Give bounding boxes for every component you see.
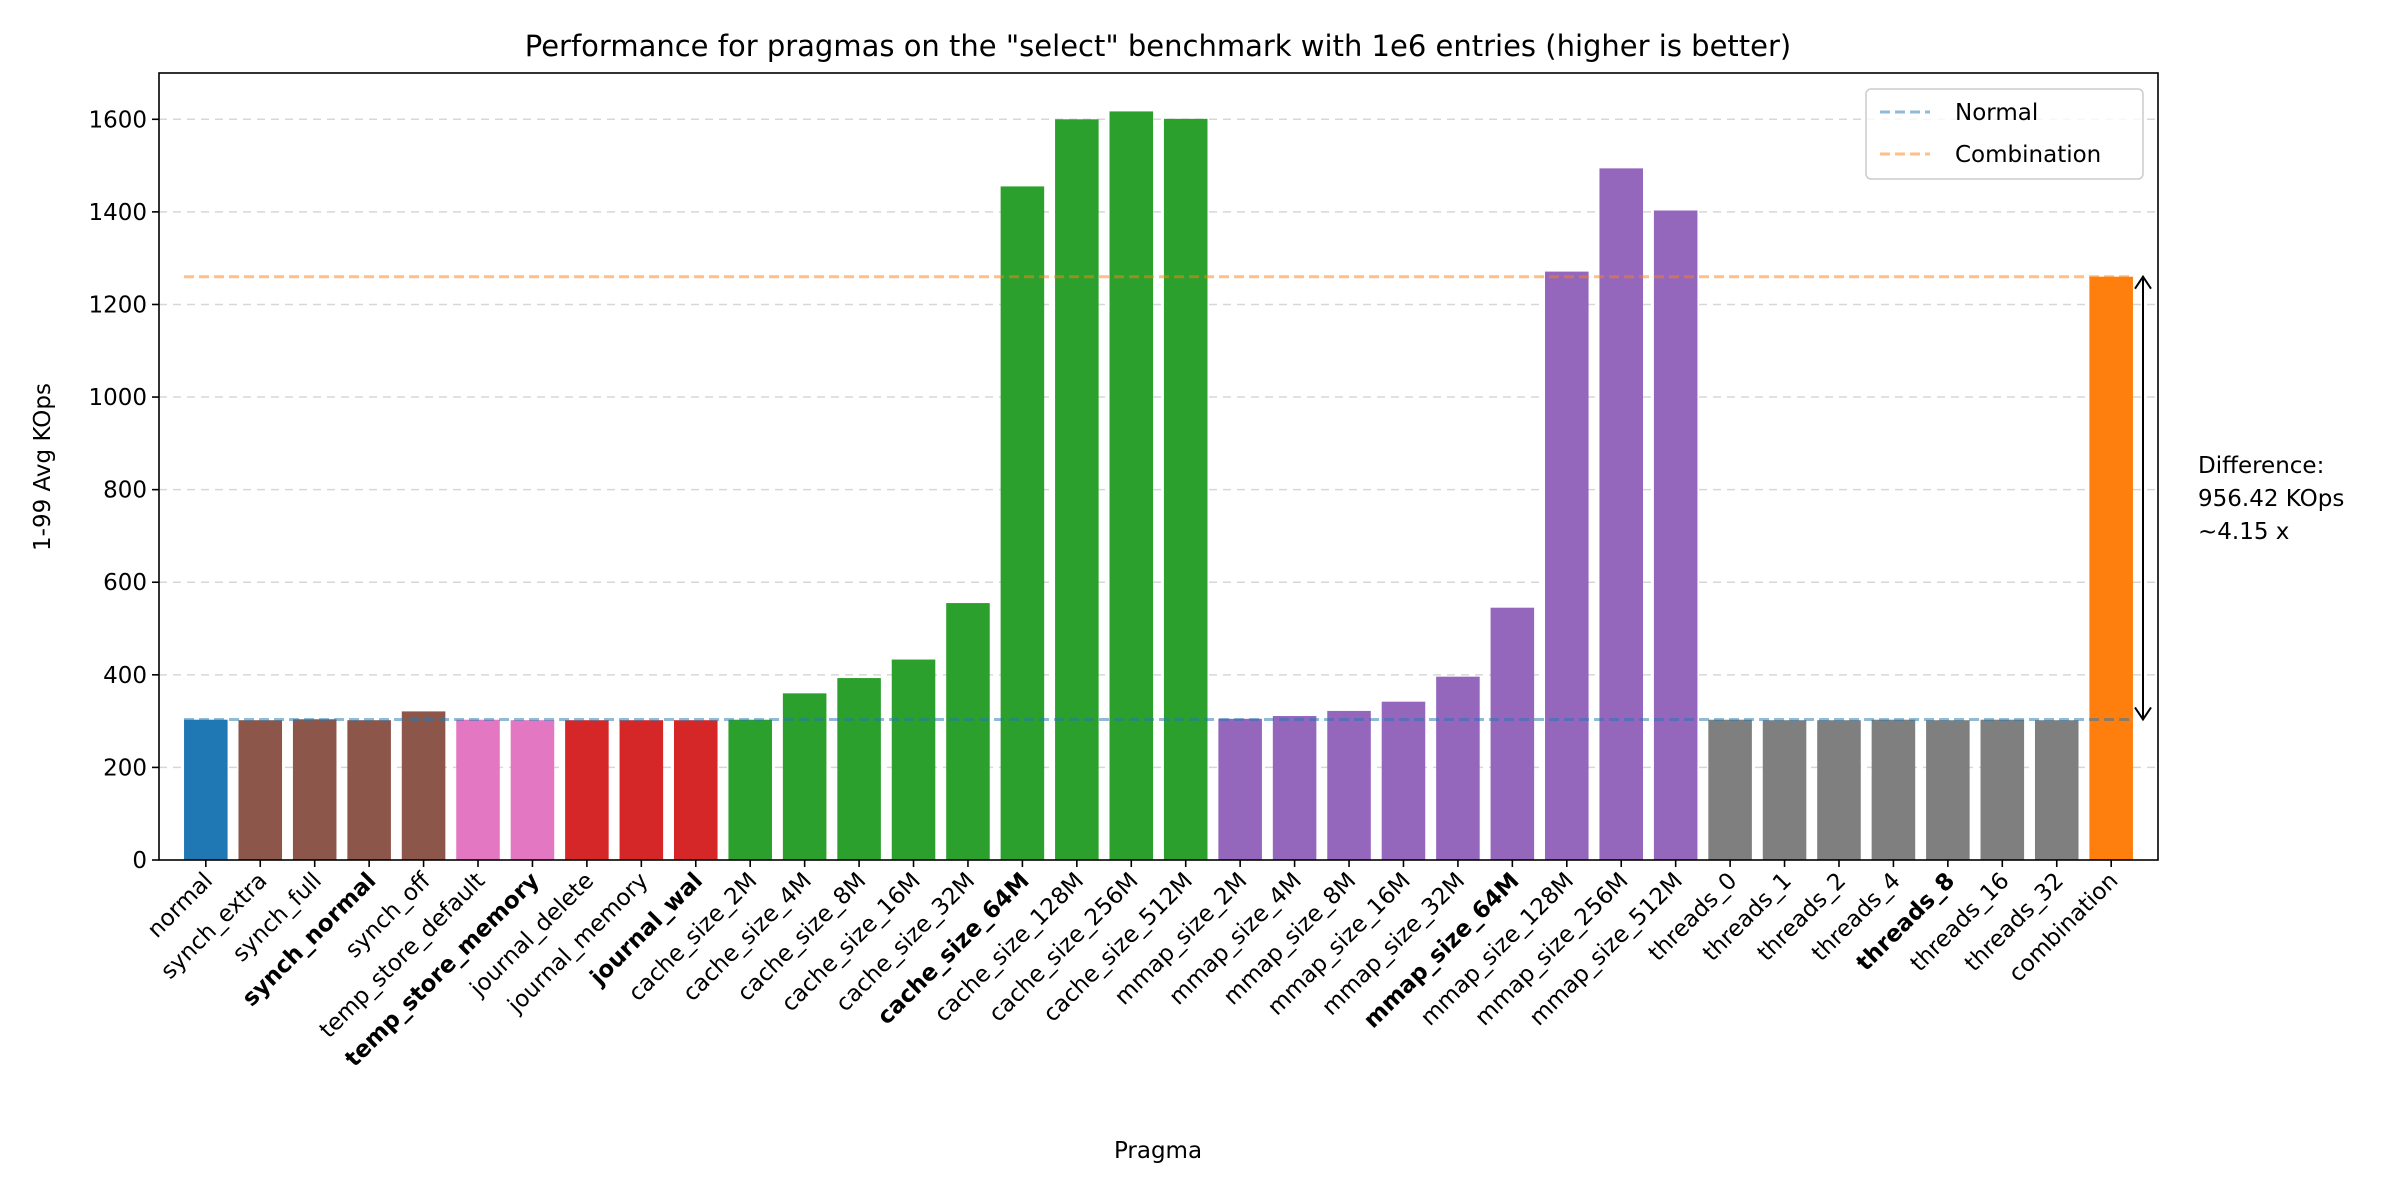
bar-journal_delete — [565, 720, 609, 860]
y-axis-label: 1-99 Avg KOps — [30, 383, 56, 551]
y-tick-label: 1600 — [88, 107, 147, 133]
y-tick-label: 200 — [103, 755, 147, 781]
bar-cache_size_64M — [1000, 186, 1045, 860]
grid-lines — [159, 118, 2158, 769]
difference-annotation: Difference: 956.42 KOps ~4.15 x — [2134, 274, 2344, 722]
bar-threads_2 — [1817, 720, 1861, 860]
plot-frame — [158, 72, 2159, 861]
bar-temp_store_default — [456, 719, 500, 860]
bar-cache_size_32M — [946, 603, 990, 860]
bar-threads_4 — [1871, 719, 1916, 860]
y-tick-label: 1200 — [88, 292, 147, 318]
bar-mmap_size_32M — [1436, 676, 1480, 860]
bar-synch_full — [292, 719, 337, 860]
legend: Normal Combination — [1865, 88, 2144, 180]
bar-mmap_size_2M — [1218, 718, 1262, 860]
y-tick-label: 400 — [103, 663, 147, 689]
arrow-head-down-icon — [2134, 706, 2152, 722]
bar-cache_size_16M — [891, 659, 936, 860]
bar-synch_normal — [347, 720, 391, 860]
y-tick-label: 1000 — [88, 385, 147, 411]
bar-cache_size_8M — [837, 678, 881, 860]
bars — [184, 111, 2133, 861]
bar-mmap_size_64M — [1490, 607, 1535, 860]
legend-normal-label: Normal — [1955, 100, 2038, 126]
bar-synch_off — [401, 711, 446, 860]
bar-threads_1 — [1762, 720, 1807, 860]
bar-journal_memory — [619, 720, 664, 860]
bar-cache_size_4M — [782, 693, 827, 860]
bar-cache_size_512M — [1163, 118, 1208, 860]
arrow-head-up-icon — [2134, 274, 2152, 290]
y-tick-label: 0 — [132, 848, 147, 874]
y-tick-label: 1400 — [88, 200, 147, 226]
chart-title: Performance for pragmas on the "select" … — [525, 29, 1791, 63]
bar-cache_size_128M — [1055, 119, 1099, 860]
bar-cache_size_256M — [1109, 111, 1154, 860]
bar-journal_wal — [673, 720, 718, 860]
bar-combination — [2089, 276, 2133, 861]
y-tick-label: 600 — [103, 570, 147, 596]
bar-mmap_size_128M — [1545, 271, 1589, 860]
bar-threads_8 — [1926, 720, 1970, 860]
bar-mmap_size_512M — [1653, 210, 1698, 860]
bar-normal — [184, 719, 228, 860]
bar-mmap_size_256M — [1599, 168, 1644, 861]
difference-label: Difference: — [2198, 453, 2324, 479]
bar-synch_extra — [238, 720, 283, 860]
difference-value: 956.42 KOps — [2198, 486, 2344, 512]
x-axis-label: Pragma — [1114, 1138, 1202, 1164]
difference-ratio: ~4.15 x — [2198, 519, 2289, 545]
bar-threads_16 — [1980, 719, 2025, 860]
bar-mmap_size_16M — [1381, 701, 1426, 860]
bar-threads_32 — [2034, 720, 2079, 860]
legend-box — [1865, 88, 2144, 180]
bar-temp_store_memory — [510, 720, 555, 860]
legend-combination-label: Combination — [1955, 142, 2101, 168]
bar-threads_0 — [1708, 719, 1752, 860]
x-axis-ticks: normalsynch_extrasynch_fullsynch_normals… — [143, 860, 2123, 1072]
y-axis-ticks: 0 200 400 600 800 1000 1200 1400 1600 — [88, 107, 159, 874]
y-tick-label: 800 — [103, 478, 147, 504]
bar-mmap_size_4M — [1272, 716, 1317, 860]
reference-lines — [184, 275, 2133, 721]
bar-mmap_size_8M — [1327, 710, 1371, 860]
bar-cache_size_2M — [728, 719, 772, 860]
